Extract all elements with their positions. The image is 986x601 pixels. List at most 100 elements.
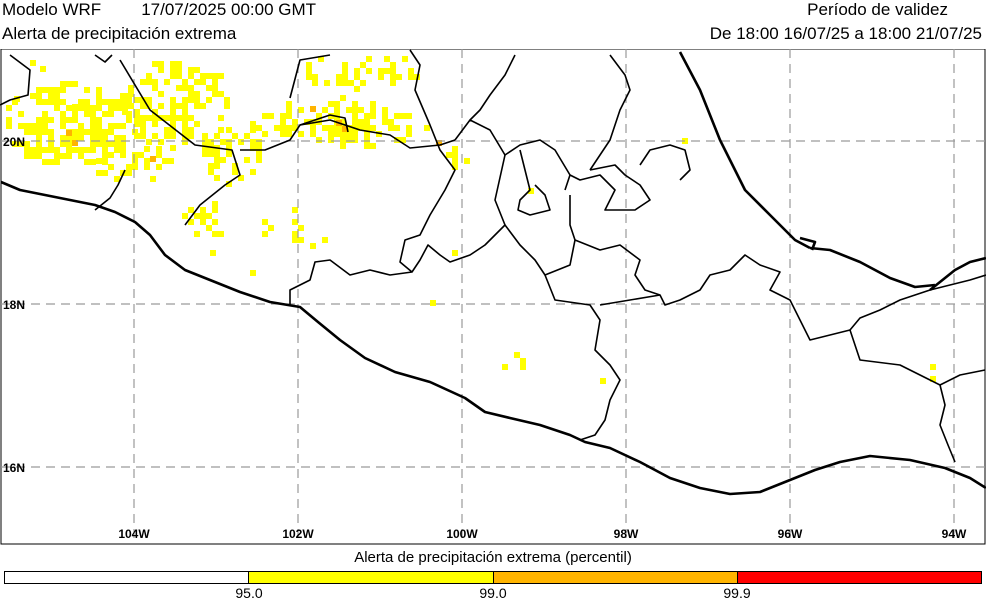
alert-cell	[280, 131, 286, 137]
alert-cell	[406, 113, 412, 119]
alert-cell	[306, 62, 312, 68]
alert-cell	[36, 117, 42, 123]
alert-cell	[342, 126, 348, 132]
lon-label-94w: 94W	[942, 527, 967, 541]
alert-cell	[18, 111, 24, 117]
alert-cell	[170, 67, 176, 73]
alert-cell	[122, 103, 128, 109]
alert-cell	[114, 135, 120, 141]
alert-cell	[72, 104, 78, 110]
alert-cell	[120, 135, 126, 141]
alert-cell	[102, 170, 108, 176]
alert-cell	[390, 62, 396, 68]
alert-cell	[96, 170, 102, 176]
alert-cell	[250, 270, 256, 276]
alert-cell	[452, 250, 458, 256]
alert-cell	[244, 157, 250, 163]
alert-cell	[366, 56, 372, 62]
alert-cell	[336, 80, 342, 86]
alert-cell	[334, 131, 340, 137]
alert-cell	[358, 119, 364, 125]
alert-cell	[382, 107, 388, 113]
alert-cell	[72, 129, 78, 135]
alert-cell	[388, 119, 394, 125]
alert-cell	[66, 105, 72, 111]
alert-cell	[24, 153, 30, 159]
alert-cell	[114, 146, 120, 152]
alert-cell	[54, 87, 60, 93]
colorbar-segment-99-999	[492, 572, 737, 583]
alert-cell	[352, 137, 358, 143]
alert-cell	[384, 56, 390, 62]
alert-cell	[212, 207, 218, 213]
alert-cell	[108, 111, 114, 117]
alert-cell	[48, 87, 54, 93]
lon-label-100w: 100W	[446, 527, 478, 541]
alert-cell	[168, 158, 174, 164]
alert-cell	[152, 121, 158, 127]
alert-cell	[446, 152, 452, 158]
alert-cell	[170, 133, 176, 139]
alert-cell	[12, 141, 18, 147]
alert-cell	[90, 117, 96, 123]
alert-cell	[376, 131, 382, 137]
lat-label-16n: 16N	[3, 461, 25, 475]
alert-cell	[84, 105, 90, 111]
alert-cell	[42, 111, 48, 117]
alert-cell	[188, 219, 194, 225]
precipitation-map: 20N 18N 16N 104W 102W 100W 98W 96W 94W	[0, 49, 986, 545]
alert-cell	[334, 125, 340, 131]
alert-cell	[36, 99, 42, 105]
alert-cell	[6, 117, 12, 123]
validity-title: Período de validez	[807, 0, 948, 19]
alert-cell	[90, 135, 96, 141]
alert-cell	[292, 207, 298, 213]
legend-title: Alerta de precipitación extrema (percent…	[354, 549, 632, 566]
alert-cell	[42, 87, 48, 93]
alert-cell	[42, 159, 48, 165]
alert-cell	[188, 115, 194, 121]
alert-cell	[202, 151, 208, 157]
alert-cell	[24, 129, 30, 135]
alert-cell	[682, 138, 688, 144]
alert-cell	[126, 170, 132, 176]
alert-cell	[202, 139, 208, 145]
alert-cell	[146, 115, 152, 121]
alert-cell	[176, 103, 182, 109]
alert-cell	[200, 79, 206, 85]
alert-cell	[194, 67, 200, 73]
alert-cell	[340, 143, 346, 149]
alert-cell	[90, 105, 96, 111]
alert-cell	[152, 133, 158, 139]
alert-cell	[54, 105, 60, 111]
alert-cell	[140, 103, 146, 109]
alert-cell	[78, 135, 84, 141]
product-title: Alerta de precipitación extrema	[2, 24, 237, 43]
alert-cell	[292, 119, 298, 125]
alert-cell	[200, 103, 206, 109]
alert-cell	[286, 113, 292, 119]
alert-cell	[152, 85, 158, 91]
alert-cell	[146, 73, 152, 79]
alert-cell	[122, 97, 128, 103]
alert-cell	[390, 80, 396, 86]
alert-cell	[120, 152, 126, 158]
alert-cell	[150, 156, 156, 162]
alert-cell	[146, 139, 152, 145]
alert-cell	[48, 117, 54, 123]
alert-cell	[72, 140, 78, 146]
alert-cell	[292, 219, 298, 225]
alert-cell	[90, 123, 96, 129]
alert-cell	[310, 119, 316, 125]
alert-cell	[42, 129, 48, 135]
alert-cell	[262, 231, 268, 237]
alert-cell	[364, 131, 370, 137]
alert-cell	[60, 123, 66, 129]
lat-labels: 20N 18N 16N	[3, 135, 25, 475]
alert-cell	[364, 119, 370, 125]
alert-cell	[212, 201, 218, 207]
alert-cell	[232, 169, 238, 175]
alert-cell	[226, 127, 232, 133]
alert-cell	[244, 133, 250, 139]
alert-cell	[218, 91, 224, 97]
